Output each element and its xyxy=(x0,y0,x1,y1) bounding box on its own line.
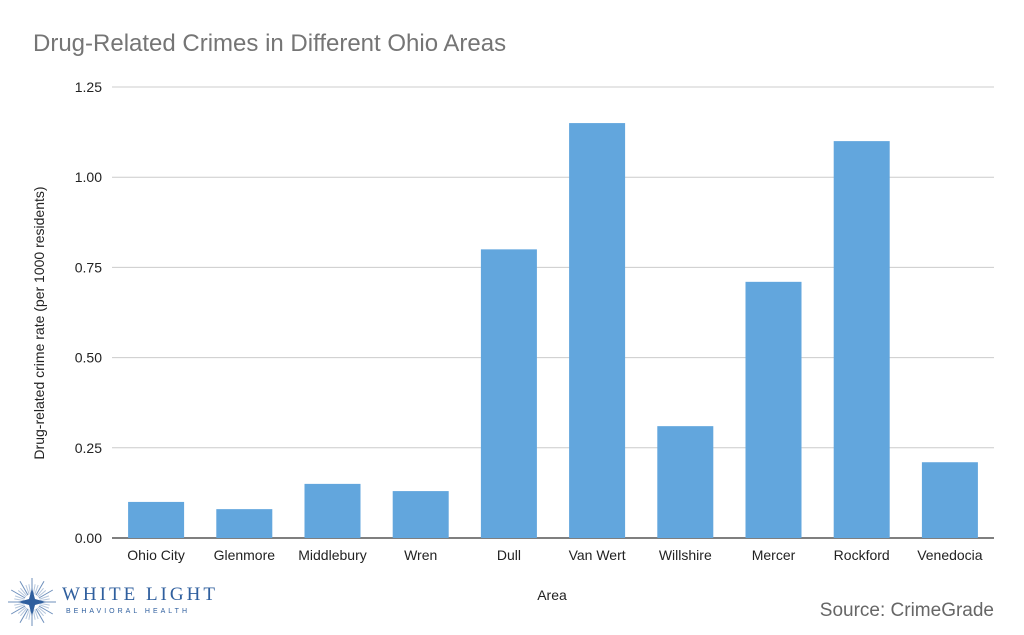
y-tick-label: 0.50 xyxy=(75,350,102,366)
bar-willshire xyxy=(657,426,714,538)
x-tick-label: Mercer xyxy=(752,547,796,563)
y-tick-label: 1.25 xyxy=(75,79,102,95)
x-tick-labels: Ohio City Glenmore Middlebury Wren Dull Van W… xyxy=(127,547,982,563)
white-light-logo: WHITE LIGHT BEHAVIORAL HEALTH xyxy=(6,574,236,630)
bar-wren xyxy=(392,491,449,538)
chart-title: Drug-Related Crimes in Different Ohio Ar… xyxy=(33,30,507,57)
x-tick-label: Van Wert xyxy=(569,547,626,563)
bar-middlebury xyxy=(304,483,361,538)
source-note: Source: CrimeGrade xyxy=(819,600,994,621)
bar-mercer xyxy=(745,281,802,538)
x-tick-label: Glenmore xyxy=(214,547,276,563)
x-tick-label: Venedocia xyxy=(917,547,983,563)
bars xyxy=(128,123,978,539)
y-tick-labels: 0.00 0.25 0.50 0.75 1.00 1.25 xyxy=(75,79,102,546)
x-tick-label: Dull xyxy=(497,547,521,563)
y-tick-label: 0.75 xyxy=(75,259,102,275)
bar-van-wert xyxy=(569,123,626,538)
bar-glenmore xyxy=(216,509,273,538)
y-tick-label: 0.00 xyxy=(75,530,102,546)
x-axis-title: Area xyxy=(537,587,567,603)
bar-venedocia xyxy=(921,462,978,538)
bar-rockford xyxy=(833,141,890,538)
y-tick-label: 0.25 xyxy=(75,440,102,456)
x-tick-label: Wren xyxy=(404,547,437,563)
star-burst-icon xyxy=(8,578,56,626)
x-tick-label: Willshire xyxy=(659,547,712,563)
bar-ohio-city xyxy=(128,501,185,538)
x-tick-label: Ohio City xyxy=(127,547,185,563)
y-tick-label: 1.00 xyxy=(75,169,102,185)
logo-subtitle: BEHAVIORAL HEALTH xyxy=(66,608,191,615)
x-tick-label: Rockford xyxy=(834,547,890,563)
y-axis-title: Drug-related crime rate (per 1000 reside… xyxy=(31,186,47,459)
bar-dull xyxy=(480,249,537,539)
x-tick-label: Middlebury xyxy=(298,547,366,563)
logo-name: WHITE LIGHT xyxy=(62,584,218,605)
